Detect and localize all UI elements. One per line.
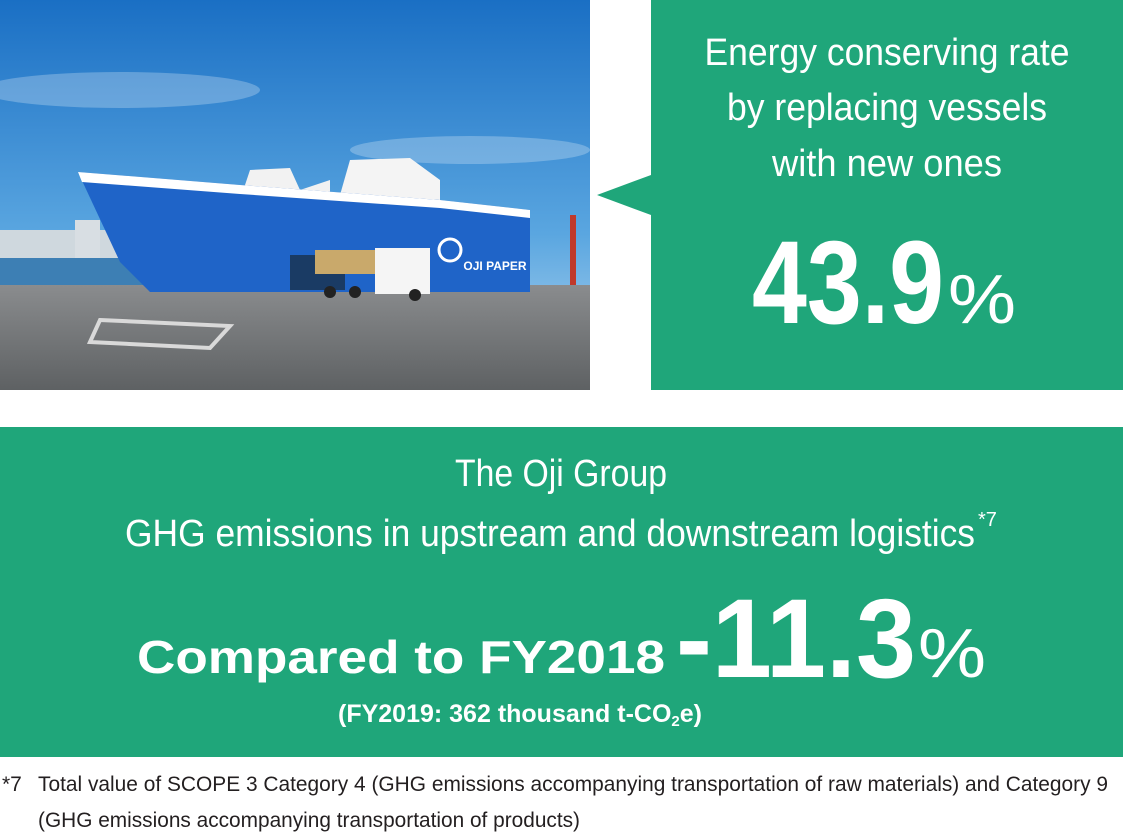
subtitle-note: *7 xyxy=(978,509,997,531)
comparison-detail: (FY2019: 362 thousand t-CO2e) xyxy=(338,700,702,730)
summary-box xyxy=(0,427,1123,757)
summary-subtitle: GHG emissions in upstream and downstream… xyxy=(125,513,975,555)
detail-text: e) xyxy=(680,700,702,728)
callout-unit: % xyxy=(948,260,1016,338)
callout-line: with new ones xyxy=(771,143,1002,185)
callout-line: Energy conserving rate xyxy=(705,32,1070,74)
ship-name: OJI PAPER xyxy=(463,259,526,273)
summary-title: The Oji Group xyxy=(455,453,667,495)
detail-subscript: 2 xyxy=(671,713,679,730)
footnote-marker: *7 xyxy=(2,773,22,796)
callout-line: by replacing vessels xyxy=(727,87,1047,129)
detail-text: (FY2019: 362 thousand t-CO xyxy=(338,700,671,728)
callout-value: 43.9 xyxy=(752,217,944,349)
callout-box xyxy=(597,0,1123,390)
comparison-label: Compared to FY2018 xyxy=(137,631,665,683)
comparison-unit: % xyxy=(918,614,986,692)
comparison-value: -11.3 xyxy=(676,576,916,701)
photo: OJI PAPER xyxy=(0,0,590,390)
footnote-line: Total value of SCOPE 3 Category 4 (GHG e… xyxy=(38,773,1108,796)
footnote-line: (GHG emissions accompanying transportati… xyxy=(38,809,580,832)
